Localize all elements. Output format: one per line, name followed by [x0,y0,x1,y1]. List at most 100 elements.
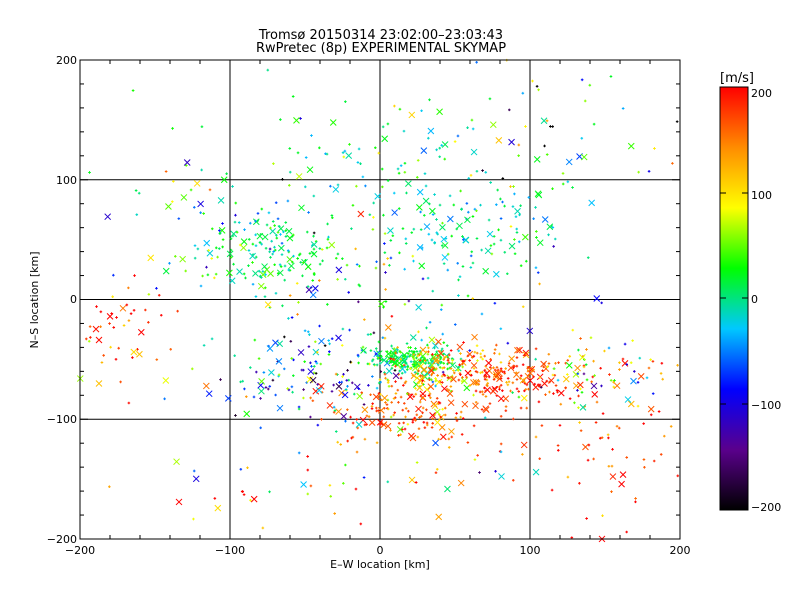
data-point-plus [174,255,177,258]
data-point-plus [351,435,355,439]
data-point-plus [412,350,416,353]
data-point-plus [326,303,329,306]
data-point-plus [326,237,330,241]
data-point-plus [306,492,310,496]
data-point-plus [561,182,565,186]
data-point-plus [525,383,529,387]
data-point-x [470,148,478,156]
data-point-x [428,336,436,344]
data-point-plus [533,382,536,386]
data-point-plus [361,345,365,349]
data-point-plus [559,402,563,406]
data-point-plus [466,294,470,298]
data-point-plus [309,361,312,365]
data-point-plus [440,144,443,147]
data-point-plus [466,126,469,130]
data-point-x [183,159,191,166]
data-point-plus [404,237,408,241]
data-point-plus [383,251,387,254]
data-point-plus [607,346,611,350]
data-point-x [266,345,274,352]
data-point-plus [303,329,307,333]
data-point-plus [595,400,599,404]
data-point-plus [119,380,122,384]
data-point-plus [229,256,233,259]
data-point-x [295,173,303,180]
data-point-plus [291,95,295,98]
data-point-plus [499,217,503,220]
data-point-plus [600,384,603,388]
x-axis-label: E–W location [km] [330,558,430,571]
data-point-plus [318,324,321,328]
data-point-plus [390,344,393,348]
data-point-plus [418,400,422,404]
data-point-plus [564,386,568,390]
data-point-plus [607,464,611,468]
data-point-plus [278,225,281,228]
data-point-plus [621,357,625,361]
data-point-plus [579,387,582,391]
data-point-x [408,476,416,484]
data-point-plus [355,418,359,421]
data-point-plus [312,231,316,235]
data-point-plus [341,257,344,260]
data-point-plus [475,344,479,348]
data-point-plus [443,356,446,360]
data-point-plus [339,443,343,446]
data-point-plus [592,457,595,461]
data-point-plus [375,386,379,390]
data-point-plus [374,146,377,150]
data-point-plus [527,366,530,369]
data-point-plus [459,410,463,414]
data-point-plus [511,391,514,394]
data-point-plus [507,362,511,365]
data-point-plus [274,291,278,295]
data-point-plus [404,415,407,419]
data-point-plus [449,385,453,388]
data-point-plus [299,117,302,120]
data-point-plus [451,359,454,362]
data-point-plus [356,161,360,164]
data-point-plus [249,498,252,502]
data-point-plus [489,366,492,369]
data-point-plus [438,401,442,405]
data-point-plus [171,127,174,130]
data-point-plus [435,218,438,221]
data-point-plus [367,415,371,419]
data-point-x [335,408,342,415]
data-point-x [513,371,520,379]
data-point-plus [435,231,439,235]
data-point-plus [501,389,504,392]
data-point-plus [132,309,136,312]
data-point-plus [480,390,484,393]
data-point-plus [438,155,441,159]
data-point-x [459,359,467,366]
data-point-plus [461,365,464,369]
data-point-plus [590,380,593,384]
data-point-x [380,421,388,429]
data-point-x [546,223,554,231]
data-point-plus [484,171,488,174]
data-point-plus [384,376,387,380]
data-point-plus [534,347,538,351]
data-point-x [413,360,420,368]
data-point-plus [389,351,392,355]
data-point-plus [302,261,305,264]
data-point-x [381,394,389,402]
data-point-plus [374,352,378,356]
data-point-plus [379,398,383,402]
data-point-x [263,266,271,273]
data-point-plus [435,467,439,471]
data-point-plus [499,442,503,446]
data-point-plus [431,353,434,356]
data-point-plus [383,242,386,245]
data-point-plus [434,379,438,383]
data-point-plus [396,346,399,349]
data-point-plus [397,207,401,210]
data-point-plus [469,266,473,269]
data-point-x [226,269,233,277]
data-point-plus [171,200,174,203]
data-point-plus [397,401,400,404]
data-point-plus [452,369,455,372]
data-point-plus [379,380,382,384]
